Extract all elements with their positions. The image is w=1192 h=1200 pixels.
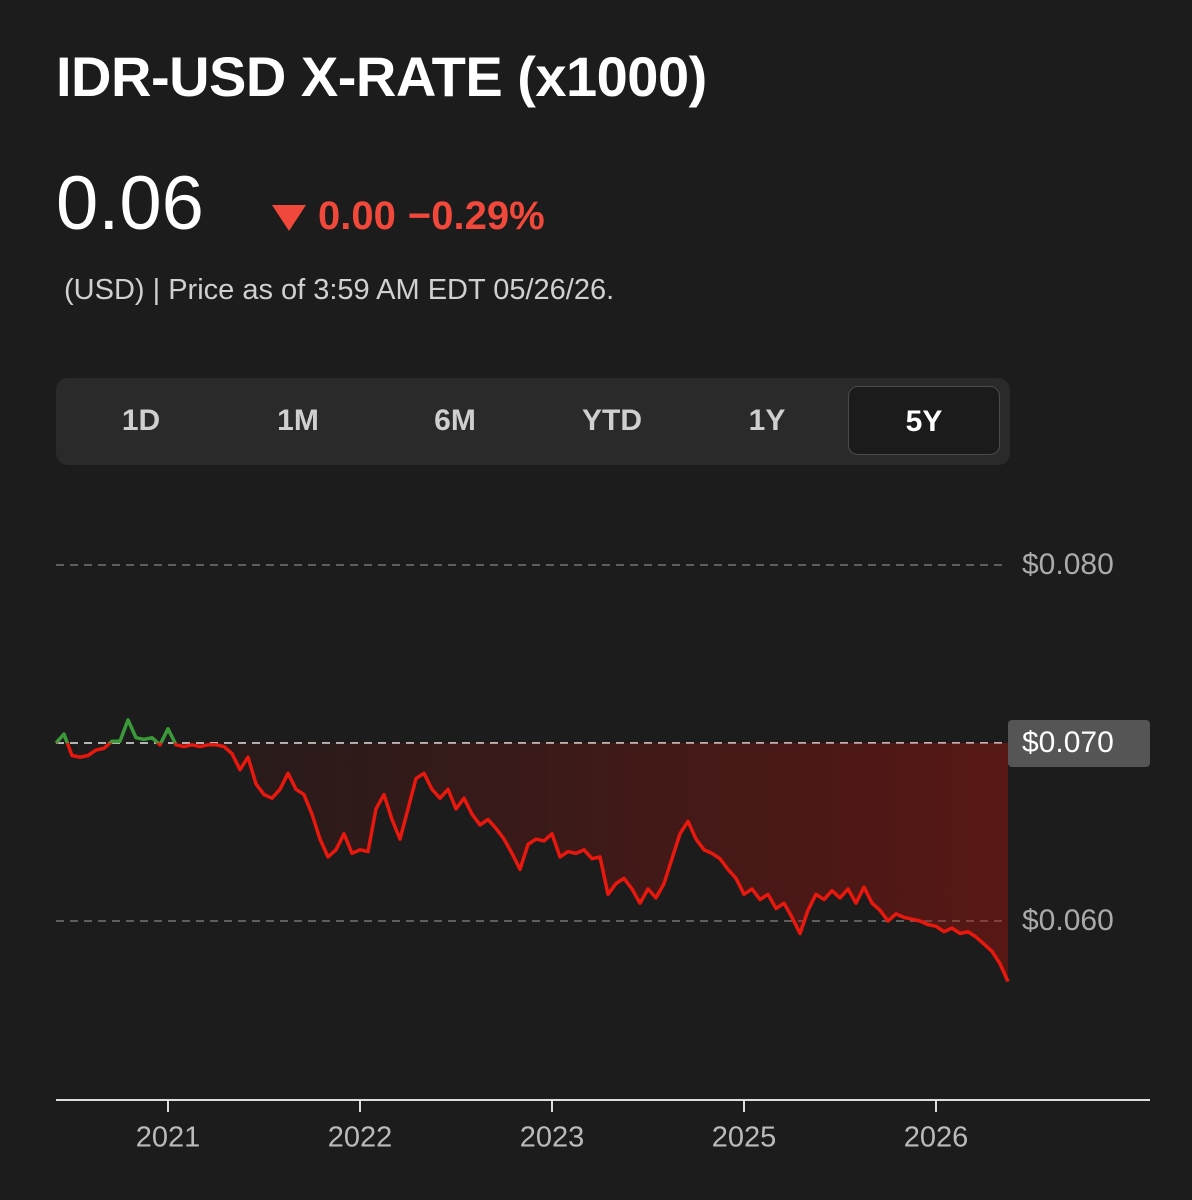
down-arrow — [272, 204, 306, 231]
x-tick-label: 2025 — [712, 1122, 777, 1154]
y-tick-label: $0.060 — [1022, 904, 1114, 937]
price-note: (USD) | Price as of 3:59 AM EDT 05/26/26… — [64, 274, 615, 306]
price: 0.06 — [56, 161, 204, 246]
x-tick-label: 2023 — [520, 1122, 585, 1154]
range-tab[interactable]: 6M — [434, 404, 476, 437]
change-value: 0.00 — [318, 194, 396, 238]
range-tab[interactable]: 1D — [121, 404, 161, 437]
range-tab[interactable]: 1M — [277, 404, 319, 437]
change: 0.00 −0.29% — [272, 194, 545, 239]
range-tab[interactable]: YTD — [582, 404, 642, 437]
range-tab[interactable]: 1Y — [748, 404, 786, 437]
baseline-label-box — [1008, 720, 1150, 767]
range-tabs: 1D 1M 6M YTD 1Y 5Y — [56, 378, 1010, 465]
x-tick-label: 2021 — [136, 1122, 201, 1154]
range-tab[interactable]: 5Y — [848, 386, 1000, 455]
y-tick-label: $0.080 — [1022, 548, 1114, 581]
x-tick-label: 2026 — [904, 1122, 969, 1154]
area-fill — [56, 743, 1008, 982]
y-tick-label: $0.070 — [1022, 726, 1114, 759]
title: IDR-USD X-RATE (x1000) — [56, 45, 707, 108]
change-percent: −0.29% — [407, 194, 545, 238]
x-tick-label: 2022 — [328, 1122, 393, 1154]
price-line-down — [56, 743, 1010, 983]
